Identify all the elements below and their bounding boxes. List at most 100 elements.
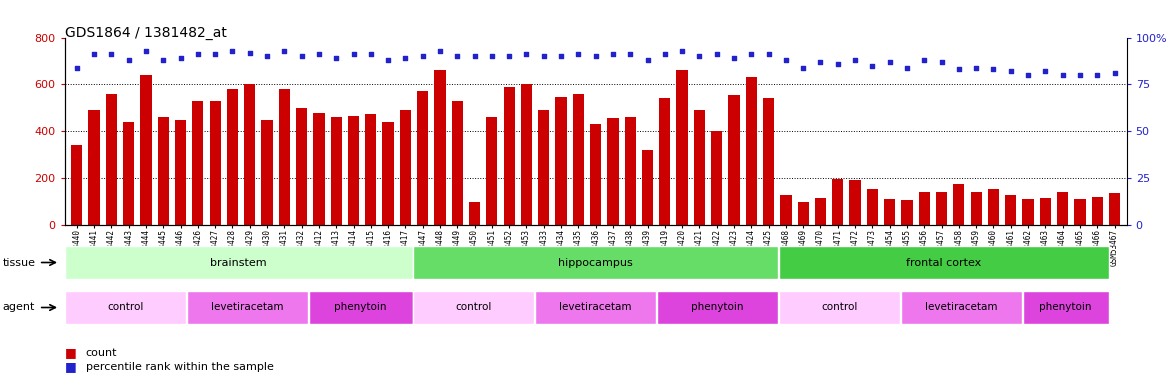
Point	[102, 51, 121, 57]
Point	[846, 57, 864, 63]
Bar	[123, 122, 134, 225]
Bar	[417, 92, 428, 225]
Bar	[797, 202, 809, 225]
Bar	[400, 110, 412, 225]
Point	[742, 51, 761, 57]
Bar	[970, 192, 982, 225]
Point	[448, 53, 467, 59]
Text: ■: ■	[65, 360, 76, 373]
Point	[586, 53, 604, 59]
Bar	[313, 112, 325, 225]
Point	[379, 57, 397, 63]
Point	[967, 64, 985, 70]
Bar	[503, 87, 515, 225]
Text: tissue: tissue	[2, 258, 35, 267]
Text: percentile rank within the sample: percentile rank within the sample	[86, 362, 274, 372]
Bar	[1057, 192, 1068, 225]
Bar	[192, 101, 203, 225]
Bar	[158, 117, 169, 225]
Bar	[833, 179, 843, 225]
Bar	[88, 110, 100, 225]
Point	[1070, 72, 1089, 78]
Point	[724, 55, 743, 61]
Bar	[779, 291, 900, 324]
Point	[188, 51, 207, 57]
Point	[466, 53, 485, 59]
Bar	[106, 94, 116, 225]
Bar	[72, 146, 82, 225]
Bar	[1022, 199, 1034, 225]
Bar	[988, 189, 1000, 225]
Bar	[711, 131, 722, 225]
Point	[603, 51, 622, 57]
Point	[621, 51, 640, 57]
Bar	[815, 198, 826, 225]
Bar	[1075, 199, 1085, 225]
Bar	[624, 117, 636, 225]
Text: count: count	[86, 348, 118, 357]
Bar	[366, 114, 376, 225]
Bar	[245, 84, 255, 225]
Point	[275, 48, 294, 54]
Point	[984, 66, 1003, 72]
Point	[933, 59, 951, 65]
Bar	[590, 124, 601, 225]
Point	[292, 53, 310, 59]
Point	[881, 59, 900, 65]
Bar	[1109, 194, 1120, 225]
Point	[534, 53, 553, 59]
Bar	[175, 120, 186, 225]
Bar	[309, 291, 413, 324]
Point	[1088, 72, 1107, 78]
Point	[794, 64, 813, 70]
Bar	[884, 199, 895, 225]
Bar	[607, 118, 619, 225]
Point	[223, 48, 242, 54]
Text: phenytoin: phenytoin	[1040, 303, 1093, 312]
Point	[863, 63, 882, 69]
Bar	[849, 180, 861, 225]
Point	[206, 51, 225, 57]
Point	[639, 57, 657, 63]
Bar	[140, 75, 152, 225]
Bar	[65, 291, 186, 324]
Bar	[521, 84, 532, 225]
Bar	[780, 195, 791, 225]
Point	[240, 50, 259, 55]
Point	[949, 66, 968, 72]
Point	[552, 53, 570, 59]
Point	[707, 51, 726, 57]
Bar	[867, 189, 878, 225]
Point	[396, 55, 415, 61]
Text: phenytoin: phenytoin	[691, 303, 743, 312]
Point	[85, 51, 103, 57]
Point	[345, 51, 363, 57]
Point	[327, 55, 346, 61]
Bar	[209, 101, 221, 225]
Bar	[901, 200, 913, 225]
Bar	[296, 108, 307, 225]
Text: hippocampus: hippocampus	[559, 258, 633, 267]
Bar	[918, 192, 930, 225]
Text: control: control	[455, 303, 492, 312]
Point	[500, 53, 519, 59]
Text: GDS1864 / 1381482_at: GDS1864 / 1381482_at	[65, 26, 227, 40]
Point	[811, 59, 830, 65]
Bar	[486, 117, 497, 225]
Bar	[279, 89, 290, 225]
Point	[915, 57, 934, 63]
Bar	[469, 202, 480, 225]
Bar	[763, 99, 774, 225]
Bar	[954, 184, 964, 225]
Bar	[1005, 195, 1016, 225]
Bar	[452, 101, 463, 225]
Bar	[65, 246, 413, 279]
Text: levetiracetam: levetiracetam	[926, 303, 997, 312]
Point	[154, 57, 173, 63]
Point	[655, 51, 674, 57]
Bar	[434, 70, 446, 225]
Bar	[555, 97, 567, 225]
Bar	[573, 94, 584, 225]
Bar	[1091, 197, 1103, 225]
Bar	[779, 246, 1109, 279]
